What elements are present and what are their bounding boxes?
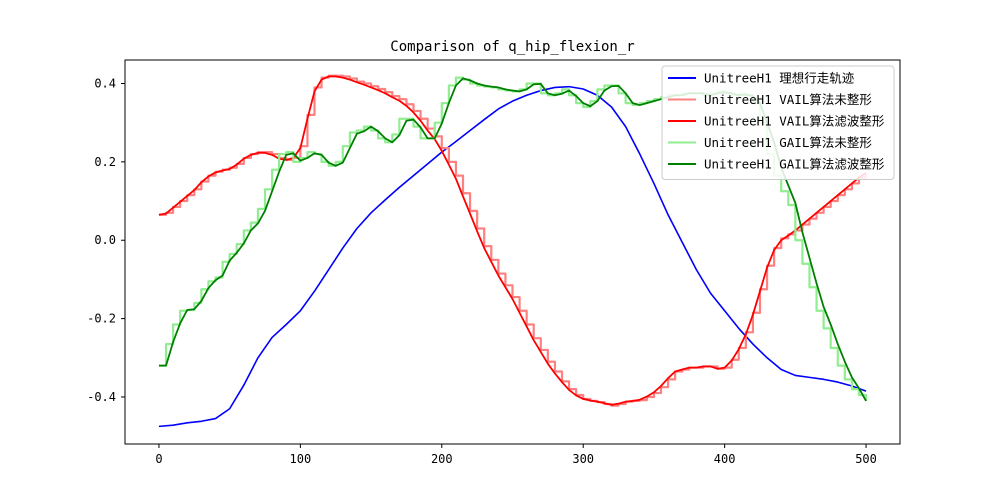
legend-box [661,65,895,180]
x-tick-label: 200 [431,452,453,466]
plot-frame [124,59,901,445]
chart-title: Comparison of q_hip_flexion_r [390,39,634,55]
legend-label-3: UnitreeH1 VAIL算法滤波整形 [704,114,885,129]
legend: UnitreeH1 理想行走轨迹 UnitreeH1 VAIL算法未整形 Unitr… [661,65,895,180]
legend-label-5: UnitreeH1 GAIL算法滤波整形 [704,157,885,172]
y-tick-label: 0.4 [94,77,116,91]
y-tick-label: 0.0 [94,233,116,247]
x-tick-label: 400 [714,452,736,466]
x-tick-label: 300 [572,452,594,466]
legend-label-1: UnitreeH1 理想行走轨迹 [704,71,855,86]
series-group [158,74,868,428]
x-tick-label: 500 [855,452,877,466]
legend-label-4: UnitreeH1 GAIL算法未整形 [704,135,872,150]
legend-label-2: UnitreeH1 VAIL算法未整形 [704,92,872,107]
plot-layer [158,74,868,428]
y-tick-label: 0.2 [94,155,116,169]
axes-layer: 0 100 200 300 400 500 -0.4 -0.2 0.0 0.2 0.4 [87,77,877,466]
x-tick-label: 100 [290,452,312,466]
series-line-1 [158,85,867,428]
y-tick-label: -0.4 [87,390,116,404]
x-tick-label: 0 [155,452,162,466]
series-line-3 [158,75,867,406]
y-tick-label: -0.2 [87,312,116,326]
